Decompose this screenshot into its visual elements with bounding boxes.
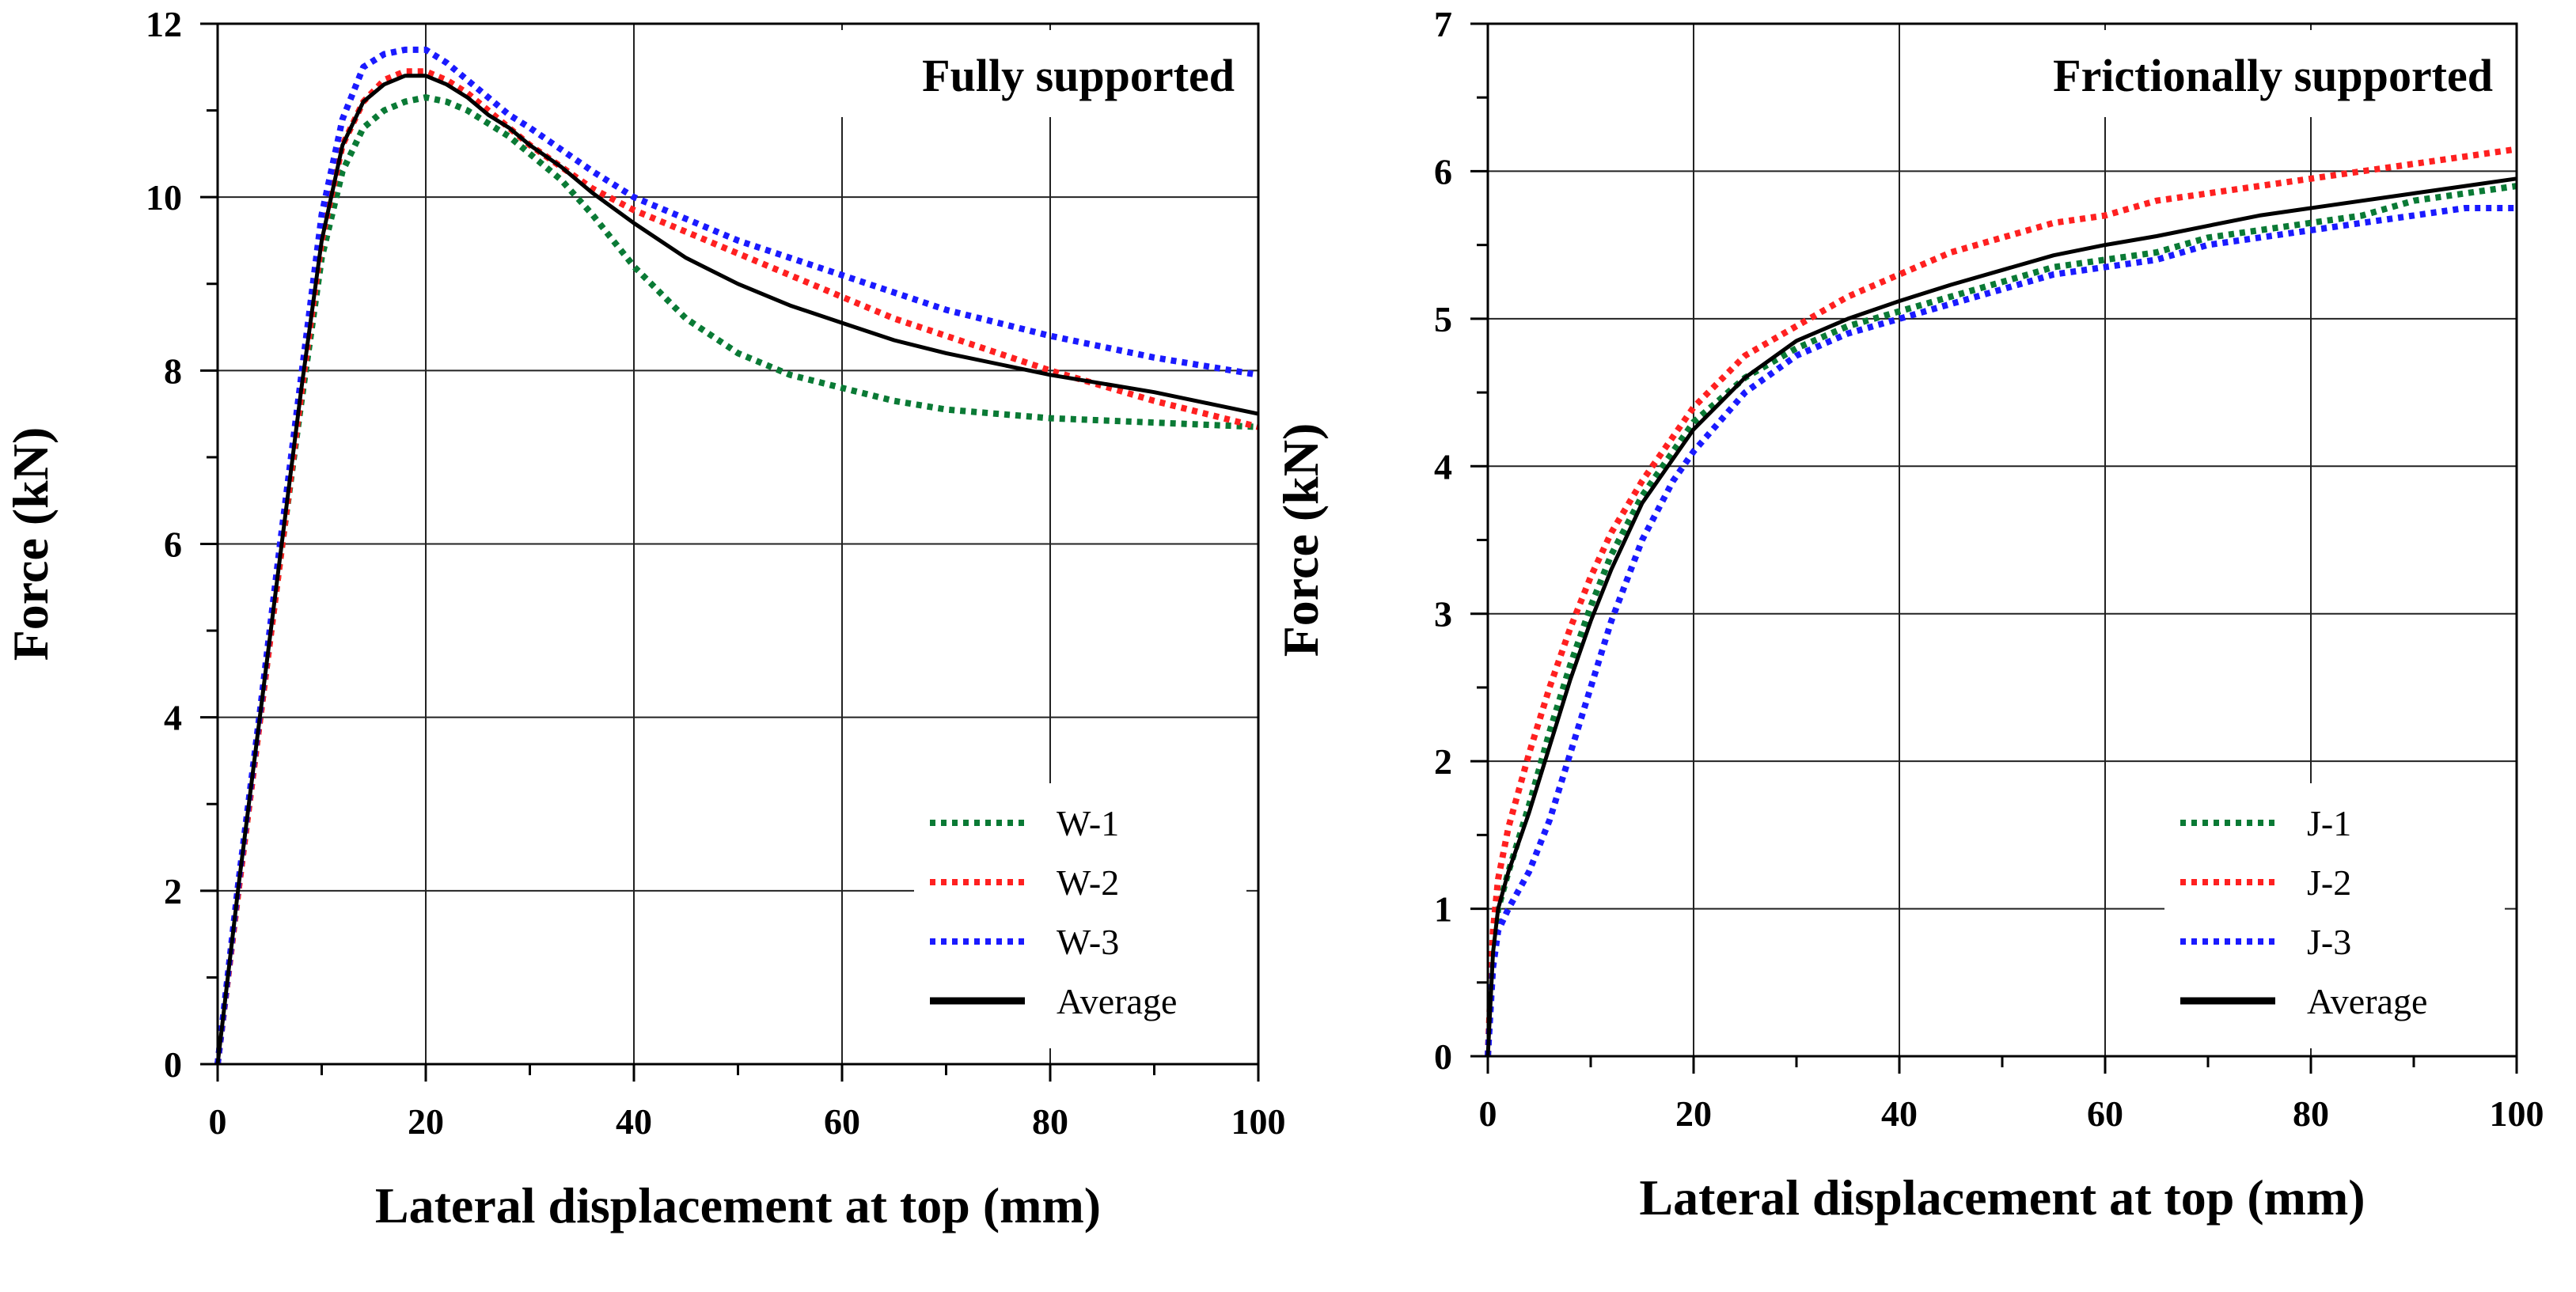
- y-axis-label: Force (kN): [2, 427, 59, 661]
- legend-label: W-2: [1057, 862, 1119, 903]
- y-tick-label: 6: [164, 525, 182, 565]
- x-tick-label: 60: [824, 1101, 860, 1142]
- legend-label: J-1: [2307, 803, 2351, 843]
- x-tick-label: 100: [1231, 1101, 1286, 1142]
- y-tick-label: 5: [1434, 299, 1452, 339]
- series-line-average: [1485, 176, 2517, 1057]
- series-line-w-2: [214, 68, 1259, 1065]
- y-tick-label: 2: [164, 871, 182, 911]
- x-tick-label: 80: [1032, 1101, 1068, 1142]
- series-line-w-1: [214, 94, 1259, 1065]
- x-tick-label: 40: [1881, 1093, 1918, 1134]
- y-tick-label: 3: [1434, 594, 1452, 635]
- x-tick-label: 80: [2293, 1093, 2329, 1134]
- annotation-box: [1937, 30, 2507, 117]
- y-axis-label: Force (kN): [1273, 423, 1329, 657]
- x-tick-label: 100: [2490, 1093, 2544, 1134]
- legend-label: W-1: [1057, 803, 1119, 843]
- y-tick-label: 0: [1434, 1036, 1452, 1077]
- y-tick-label: 1: [1434, 889, 1452, 930]
- y-tick-label: 4: [1434, 446, 1452, 487]
- legend-label: J-3: [2307, 922, 2351, 962]
- panel-annotation: Fully supported: [922, 50, 1235, 101]
- x-axis-label: Lateral displacement at top (mm): [375, 1177, 1101, 1233]
- legend-label: W-3: [1057, 922, 1119, 962]
- x-tick-label: 20: [408, 1101, 444, 1142]
- legend-label: Average: [1057, 981, 1177, 1021]
- x-tick-label: 0: [209, 1101, 227, 1142]
- legend-label: Average: [2307, 981, 2427, 1021]
- y-tick-label: 8: [164, 350, 182, 391]
- series-line-j-1: [1485, 183, 2517, 1057]
- legend-label: J-2: [2307, 862, 2351, 903]
- series-line-j-2: [1485, 146, 2517, 1057]
- x-tick-label: 20: [1675, 1093, 1712, 1134]
- y-tick-label: 12: [146, 4, 182, 44]
- y-tick-label: 2: [1434, 741, 1452, 782]
- y-tick-label: 10: [146, 177, 182, 218]
- y-tick-label: 0: [164, 1044, 182, 1085]
- x-tick-label: 60: [2087, 1093, 2123, 1134]
- series-line-w-3: [214, 46, 1259, 1065]
- y-tick-label: 4: [164, 698, 182, 738]
- x-axis-label: Lateral displacement at top (mm): [1639, 1169, 2365, 1226]
- annotation-box: [821, 30, 1249, 117]
- y-tick-label: 7: [1434, 4, 1452, 44]
- panel-frictionally-supported: Frictionally supported J-1 J-2 J-3 Average 0 2…: [1273, 4, 2544, 1226]
- y-tick-label: 6: [1434, 151, 1452, 191]
- panel-annotation: Frictionally supported: [2053, 50, 2493, 101]
- x-tick-label: 0: [1479, 1093, 1497, 1134]
- x-tick-label: 40: [616, 1101, 652, 1142]
- series-line-average: [215, 74, 1259, 1065]
